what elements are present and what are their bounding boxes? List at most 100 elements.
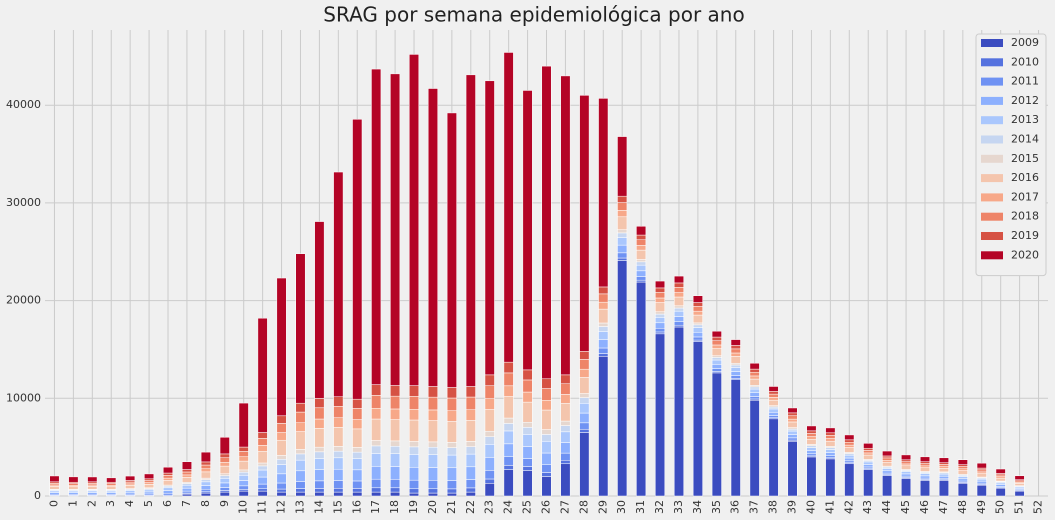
bar-segment — [219, 453, 230, 458]
bar-segment — [806, 450, 817, 455]
bar-segment — [844, 447, 855, 453]
bar-segment — [238, 490, 249, 497]
bar-segment — [219, 482, 230, 488]
bar-segment — [787, 407, 798, 414]
bar-segment — [333, 171, 344, 397]
bar-segment — [238, 471, 249, 476]
bar-segment — [730, 375, 741, 379]
bar-segment — [484, 80, 495, 376]
x-tick-label: 12 — [275, 500, 288, 514]
x-tick-label: 40 — [804, 500, 817, 514]
bar-segment — [371, 445, 382, 454]
bar-segment — [352, 398, 363, 409]
bar-segment — [673, 310, 684, 317]
bar-segment — [352, 451, 363, 459]
bar-segment — [352, 119, 363, 400]
bar-segment — [163, 472, 173, 476]
bar-segment — [465, 479, 476, 489]
bar-segment — [484, 483, 495, 497]
bar-segment — [257, 469, 268, 478]
bar-segment — [938, 473, 949, 477]
bar-segment — [579, 412, 590, 424]
bar-segment — [144, 491, 155, 495]
legend-swatch — [981, 116, 1003, 125]
bar-segment — [636, 270, 647, 277]
bar-segment — [333, 468, 344, 481]
bar-segment — [749, 396, 760, 400]
bar-segment — [484, 398, 495, 410]
bar-segment — [333, 396, 344, 407]
bar-segment — [503, 396, 514, 419]
bar-segment — [390, 453, 401, 467]
bar-segment — [314, 407, 325, 420]
bar-segment — [655, 311, 666, 315]
bar-segment — [219, 465, 230, 474]
x-tick-label: 46 — [918, 500, 931, 514]
bar-segment — [938, 468, 949, 473]
bar-segment — [522, 401, 533, 423]
bar-segment — [673, 292, 684, 298]
x-tick-label: 1 — [66, 500, 79, 507]
bar-segment — [825, 447, 836, 450]
bar-segment — [276, 488, 287, 493]
bar-segment — [522, 427, 533, 435]
bar-segment — [617, 244, 628, 254]
bar-segment — [560, 394, 571, 404]
bar-segment — [219, 487, 230, 491]
x-tick-label: 33 — [672, 500, 685, 514]
bar-segment — [484, 430, 495, 437]
bar-segment — [276, 423, 287, 433]
bar-segment — [711, 348, 722, 356]
bar-segment — [181, 493, 192, 497]
bar-segment — [409, 441, 420, 448]
bar-segment — [446, 492, 457, 497]
bar-segment — [995, 477, 1006, 482]
bar-segment — [692, 341, 703, 497]
x-tick-label: 21 — [445, 500, 458, 514]
bar-segment — [806, 445, 817, 448]
bar-segment — [163, 493, 173, 496]
legend-label: 2010 — [1011, 55, 1039, 68]
bar-segment — [636, 281, 647, 497]
bar-segment — [825, 427, 836, 434]
bar-segment — [617, 136, 628, 197]
bar-segment — [636, 249, 647, 260]
legend-label: 2020 — [1011, 248, 1039, 261]
bar-segment — [106, 486, 117, 490]
bar-segment — [503, 443, 514, 457]
bar-segment — [257, 432, 268, 439]
bar-segment — [409, 479, 420, 490]
bar-segment — [825, 455, 836, 459]
bar-segment — [219, 473, 230, 476]
bar-segment — [276, 473, 287, 484]
bar-segment — [181, 461, 192, 470]
bar-segment — [787, 415, 798, 420]
bar-segment — [465, 74, 476, 387]
bar-segment — [617, 202, 628, 211]
bar-segment — [863, 443, 874, 449]
bar-segment — [219, 475, 230, 479]
bar-segment — [427, 396, 438, 411]
legend-label: 2014 — [1011, 133, 1039, 146]
bar-segment — [730, 379, 741, 497]
bar-segment — [617, 229, 628, 234]
bar-segment — [560, 383, 571, 395]
bar-segment — [295, 431, 306, 450]
legend-label: 2011 — [1011, 75, 1039, 88]
bar-segment — [844, 463, 855, 497]
bar-segment — [976, 480, 987, 484]
bar-segment — [522, 379, 533, 393]
bar-segment — [920, 480, 930, 497]
bar-segment — [806, 430, 817, 434]
bar-segment — [920, 463, 930, 467]
bar-segment — [371, 440, 382, 447]
bar-segment — [314, 398, 325, 409]
bar-segment — [598, 308, 609, 324]
bar-segment — [238, 451, 249, 457]
bar-segment — [825, 435, 836, 439]
bar-segment — [503, 372, 514, 387]
x-tick-label: 19 — [407, 500, 420, 514]
bar-segment — [144, 478, 155, 481]
bar-segment — [276, 482, 287, 490]
bar-segment — [390, 446, 401, 454]
